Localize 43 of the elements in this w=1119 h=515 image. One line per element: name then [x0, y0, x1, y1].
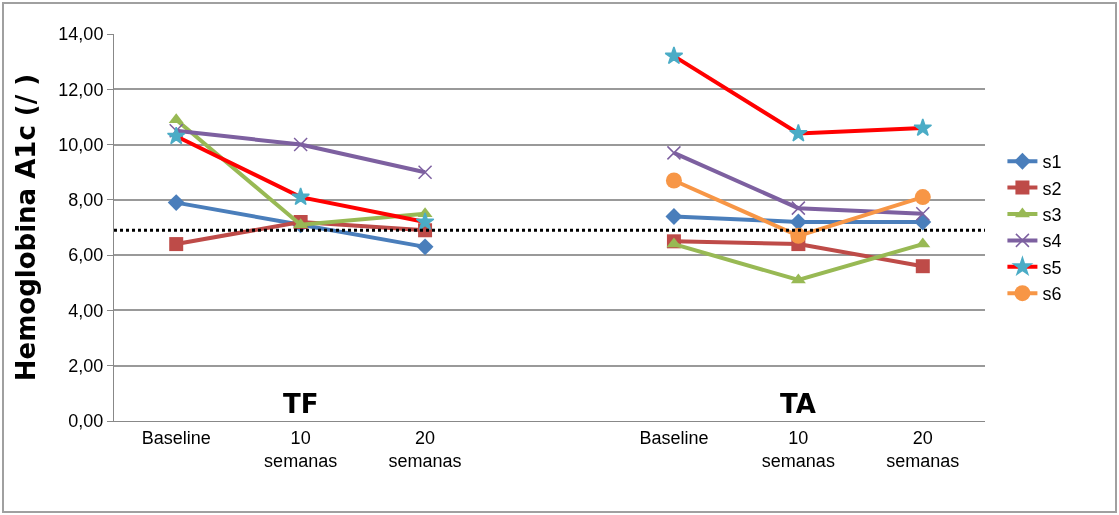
y-tick-label: 4,00 [68, 300, 104, 321]
legend-label: s1 [1042, 152, 1062, 173]
legend-label: s5 [1042, 257, 1062, 278]
y-axis-title: Hemoglobina A1c (/ ) [10, 73, 41, 382]
point [788, 123, 808, 142]
point [291, 187, 311, 206]
point [293, 137, 308, 152]
point [789, 213, 807, 231]
annotation: TF [283, 389, 319, 419]
legend-label: s2 [1042, 178, 1062, 199]
point [915, 206, 931, 221]
y-tick-label: 10,00 [58, 134, 104, 155]
legend-label: s6 [1042, 284, 1062, 305]
legend-label: s3 [1042, 205, 1062, 226]
x-tick-label: Baseline [141, 427, 211, 448]
point [665, 172, 682, 189]
y-tick-label: 0,00 [68, 411, 104, 432]
y-tick-label: 8,00 [68, 190, 104, 211]
point [664, 46, 684, 65]
annotation: TA [780, 389, 816, 419]
point [913, 118, 933, 137]
y-tick-label: 2,00 [68, 356, 104, 377]
point [914, 189, 931, 206]
point [415, 212, 435, 231]
point [666, 145, 682, 161]
point [665, 207, 683, 225]
legend-label: s4 [1042, 231, 1062, 252]
point [915, 259, 930, 274]
x-tick-label: 20 semanas [388, 427, 462, 471]
x-tick-label: 10 semanas [761, 427, 835, 471]
point [791, 200, 806, 216]
x-tick-label: Baseline [639, 427, 709, 448]
point [416, 238, 434, 256]
y-tick-label: 12,00 [58, 79, 104, 100]
point [166, 126, 186, 145]
point [417, 164, 433, 180]
x-tick-label: 10 semanas [264, 427, 338, 471]
point [169, 237, 184, 252]
y-tick-label: 14,00 [58, 24, 104, 45]
x-tick-label: 20 semanas [886, 427, 960, 471]
point [790, 227, 807, 244]
y-tick-label: 6,00 [68, 245, 104, 266]
point [167, 194, 185, 212]
